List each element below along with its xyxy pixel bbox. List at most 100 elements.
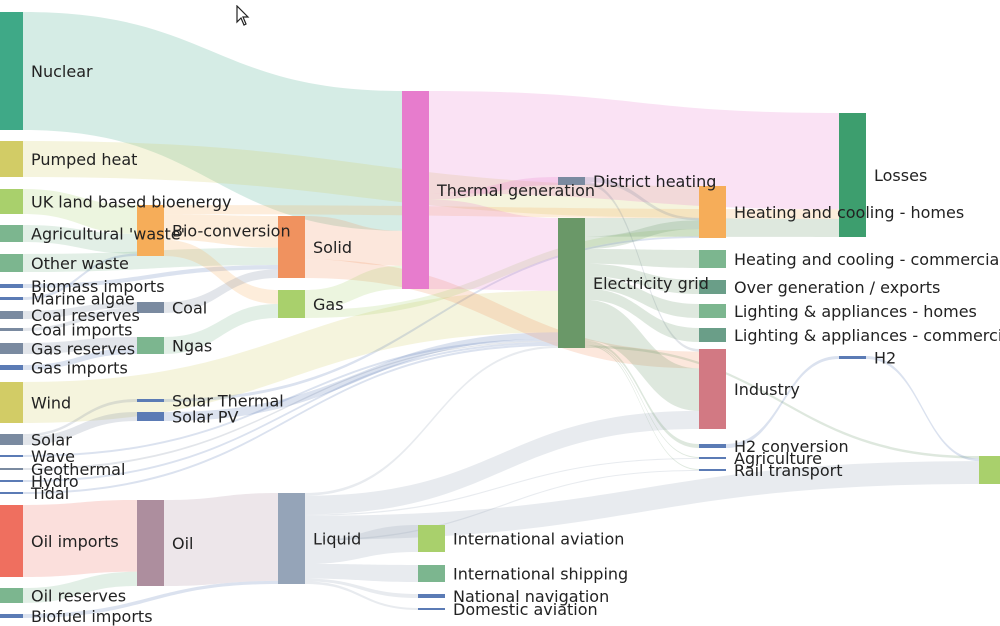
- node-label-intl-shipping: International shipping: [453, 565, 628, 584]
- link-electricity-grid-to-road-transport: [585, 345, 979, 459]
- node-wave: [0, 455, 23, 457]
- node-lighting-commercial: [699, 328, 726, 342]
- node-oil-reserves: [0, 588, 23, 603]
- sankey-links: [23, 12, 979, 618]
- link-electricity-grid-to-lighting-commercial: [585, 288, 699, 342]
- node-label-other-waste: Other waste: [31, 254, 129, 273]
- link-gas-reserves-to-ngas: [23, 337, 137, 354]
- link-electricity-grid-to-over-generation: [585, 263, 699, 294]
- link-electricity-grid-to-agriculture: [585, 343, 699, 458]
- node-label-electricity-grid: Electricity grid: [593, 274, 709, 293]
- node-gas: [278, 290, 305, 318]
- link-solar-thermal-to-heating-homes: [164, 236, 699, 402]
- node-other-waste: [0, 254, 23, 272]
- node-label-heating-homes: Heating and cooling - homes: [734, 203, 964, 222]
- link-coal-imports-to-coal: [23, 307, 137, 331]
- node-district-heating: [558, 177, 585, 185]
- node-oil: [137, 500, 164, 586]
- node-over-generation: [699, 280, 726, 294]
- node-national-navigation: [418, 594, 445, 598]
- node-heating-homes: [699, 186, 726, 238]
- link-h2-to-road-transport: [866, 356, 979, 462]
- node-h2: [839, 356, 866, 359]
- node-label-wave: Wave: [31, 447, 75, 466]
- link-bio-conversion-to-gas: [164, 239, 278, 304]
- node-label-coal: Coal: [172, 299, 207, 318]
- link-other-waste-to-solid: [23, 247, 278, 272]
- sankey-labels: Nuclear Pumped heat UK land based bioenerg…: [30, 62, 1000, 626]
- link-solid-to-thermal-generation: [305, 216, 402, 266]
- node-label-industry: Industry: [734, 380, 800, 399]
- link-biomass-imports-to-solid: [23, 265, 278, 288]
- node-solid: [278, 216, 305, 278]
- node-label-coal-reserves: Coal reserves: [31, 306, 140, 325]
- link-oil-imports-to-oil: [23, 500, 137, 577]
- link-wind-to-electricity-grid: [23, 290, 558, 423]
- node-electricity-grid: [558, 218, 585, 348]
- link-gas-imports-to-ngas: [23, 347, 137, 370]
- link-electricity-grid-to-heating-commercial: [585, 248, 699, 268]
- link-biofuel-imports-to-liquid: [23, 580, 278, 618]
- link-thermal-generation-to-district-heating: [429, 177, 558, 200]
- node-label-uk-bioenergy: UK land based bioenergy: [31, 193, 231, 212]
- link-liquid-to-rail-transport: [305, 470, 699, 542]
- node-label-geothermal: Geothermal: [31, 460, 125, 479]
- node-label-heating-commercial: Heating and cooling - commercial: [734, 250, 1000, 269]
- node-label-solar-pv: Solar PV: [172, 408, 239, 427]
- node-domestic-aviation: [418, 608, 445, 610]
- node-label-wind: Wind: [31, 394, 71, 413]
- link-gas-to-heating-homes: [305, 229, 699, 318]
- node-geothermal: [0, 468, 23, 470]
- node-label-gas-reserves: Gas reserves: [31, 340, 135, 359]
- link-coal-to-solid: [164, 269, 278, 313]
- node-industry: [699, 349, 726, 429]
- link-bio-conversion-to-losses: [164, 205, 839, 219]
- node-solar-thermal: [137, 399, 164, 402]
- link-electricity-grid-to-industry: [585, 299, 699, 411]
- node-label-gas: Gas: [313, 295, 344, 314]
- link-gas-to-thermal-generation: [305, 265, 402, 310]
- link-solar-to-solar-pv: [23, 412, 137, 445]
- node-label-thermal-generation: Thermal generation: [436, 181, 595, 200]
- node-label-solid: Solid: [313, 238, 352, 257]
- node-thermal-generation: [402, 91, 429, 289]
- node-oil-imports: [0, 505, 23, 577]
- node-label-rail-transport: Rail transport: [734, 461, 842, 480]
- node-label-nuclear: Nuclear: [31, 62, 93, 81]
- node-wind: [0, 382, 23, 423]
- node-label-solar-thermal: Solar Thermal: [172, 392, 284, 411]
- node-pumped-heat: [0, 141, 23, 177]
- node-label-marine-algae: Marine algae: [31, 290, 135, 309]
- link-ngas-to-gas: [164, 304, 278, 354]
- link-liquid-to-domestic-aviation: [305, 581, 418, 610]
- node-ngas: [137, 337, 164, 354]
- node-liquid: [278, 493, 305, 584]
- node-label-biomass-imports: Biomass imports: [31, 277, 165, 296]
- link-district-heating-to-industry: [585, 181, 699, 352]
- link-liquid-to-electricity-grid: [305, 345, 558, 496]
- node-label-lighting-commercial: Lighting & appliances - commercial: [734, 326, 1000, 345]
- link-uk-bioenergy-to-bio-conversion: [23, 189, 137, 234]
- node-solar-pv: [137, 412, 164, 421]
- link-liquid-to-national-navigation: [305, 578, 418, 598]
- node-label-intl-aviation: International aviation: [453, 530, 624, 549]
- link-electricity-grid-to-lighting-homes: [585, 276, 699, 318]
- node-label-national-navigation: National navigation: [453, 587, 609, 606]
- node-uk-bioenergy: [0, 189, 23, 214]
- node-coal-reserves: [0, 311, 23, 319]
- node-label-biofuel-imports: Biofuel imports: [31, 607, 153, 626]
- node-label-hydro: Hydro: [31, 472, 79, 491]
- node-coal-imports: [0, 328, 23, 331]
- sankey-nodes: [0, 12, 1000, 618]
- link-hydro-to-electricity-grid: [23, 341, 558, 482]
- link-liquid-to-road-transport: [305, 461, 979, 540]
- node-coal: [137, 302, 164, 313]
- link-pumped-heat-to-heating-homes: [23, 141, 699, 218]
- link-geothermal-to-electricity-grid: [23, 340, 558, 470]
- node-gas-reserves: [0, 343, 23, 354]
- link-thermal-generation-to-electricity-grid: [429, 199, 558, 291]
- link-electricity-grid-to-heating-homes: [585, 220, 699, 249]
- link-wave-to-electricity-grid: [23, 338, 558, 457]
- node-label-agriculture: Agriculture: [734, 449, 822, 468]
